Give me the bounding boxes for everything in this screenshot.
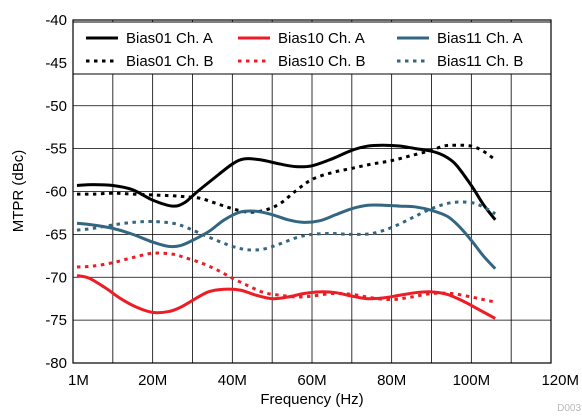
y-tick-label: -60 — [45, 184, 67, 201]
legend-label: Bias10 Ch. A — [278, 30, 365, 47]
plot-frame — [72, 19, 552, 364]
y-tick-label: -65 — [45, 226, 67, 243]
legend-label: Bias11 Ch. A — [437, 30, 523, 47]
x-tick-label: 40M — [218, 372, 247, 389]
series-line-bias10-ch-a — [76, 274, 496, 320]
y-tick-label: -50 — [45, 98, 67, 115]
legend-label: Bias11 Ch. B — [437, 53, 523, 70]
series-line-bias01-ch-b — [76, 143, 497, 214]
legend-label: Bias01 Ch. B — [126, 53, 214, 70]
x-tick-label: 1M — [68, 372, 89, 389]
legend-label: Bias01 Ch. A — [126, 30, 213, 47]
series-line-bias11-ch-b — [76, 200, 496, 252]
series-line-bias11-ch-a — [76, 203, 497, 270]
axes: 1M 20M 40M 60M 80M 100M 120M -40 -45 -50 -55 -60 -65… — [45, 12, 579, 389]
y-tick-label: -40 — [45, 12, 67, 29]
legend-background — [72, 21, 552, 75]
y-tick-label: -70 — [45, 269, 67, 286]
x-tick-label: 100M — [453, 372, 491, 389]
plot-series — [76, 143, 497, 320]
y-tick-label: -55 — [45, 141, 67, 158]
series-line-bias01-ch-a — [76, 143, 497, 221]
legend: Bias01 Ch. A Bias01 Ch. B Bias10 Ch. A Bias… — [86, 30, 523, 70]
y-tick-label: -45 — [45, 55, 67, 72]
y-tick-label: -80 — [45, 355, 67, 372]
x-tick-label: 60M — [297, 372, 326, 389]
x-tick-label: 20M — [138, 372, 167, 389]
figure-id-label: D003 — [557, 403, 581, 413]
legend-label: Bias10 Ch. B — [278, 53, 366, 70]
x-axis-title: Frequency (Hz) — [260, 391, 363, 408]
y-axis-title: MTPR (dBc) — [10, 150, 27, 233]
x-tick-label: 80M — [377, 372, 406, 389]
y-tick-label: -75 — [45, 312, 67, 329]
x-tick-label: 120M — [541, 372, 579, 389]
